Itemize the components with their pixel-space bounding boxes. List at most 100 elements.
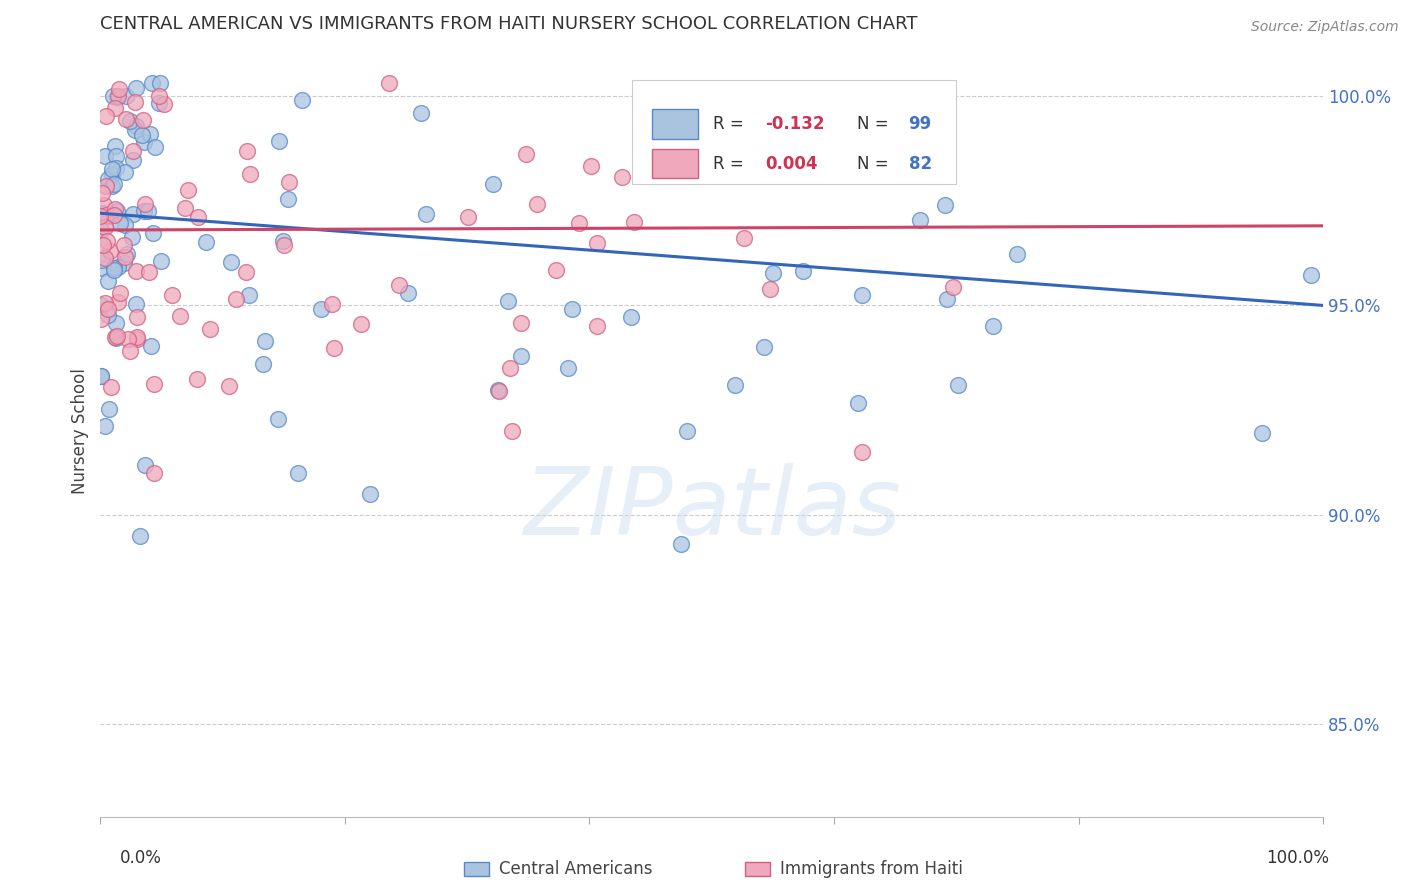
Point (610, 170, 633, 185)
Point (238, 287, 260, 301)
Point (105, 316, 128, 330)
Point (700, 89, 723, 103)
Point (981, 319, 1004, 334)
Point (162, 288, 184, 302)
Point (103, 262, 125, 277)
Point (138, 265, 160, 279)
Point (89, 210, 111, 224)
Point (759, 282, 782, 296)
Point (198, 322, 221, 336)
Point (117, 332, 139, 346)
Point (97, 308, 120, 322)
Point (287, 466, 309, 480)
Point (105, 148, 128, 162)
Point (396, 285, 419, 300)
Point (623, 214, 645, 228)
Point (139, 339, 162, 353)
Point (134, 197, 156, 211)
Point (122, 144, 145, 158)
Point (103, 208, 125, 222)
Point (733, 231, 755, 245)
Text: R =: R = (713, 154, 749, 173)
Point (90, 369, 112, 384)
Point (132, 203, 155, 218)
Point (1299, 268, 1322, 282)
Point (90, 312, 112, 326)
Point (934, 198, 956, 212)
Point (93, 419, 115, 434)
Point (91, 252, 114, 267)
Point (848, 396, 870, 410)
Point (278, 175, 301, 189)
Point (107, 89, 129, 103)
Point (141, 76, 163, 90)
Point (169, 309, 191, 323)
Point (1251, 426, 1274, 441)
Point (675, 424, 697, 438)
Point (585, 235, 607, 250)
Point (323, 341, 346, 355)
Point (94, 296, 117, 310)
Point (91, 260, 114, 275)
Point (526, 197, 548, 211)
Point (148, 88, 170, 103)
Point (122, 153, 145, 167)
Point (125, 296, 148, 310)
Point (112, 238, 135, 252)
Point (219, 254, 242, 268)
Point (104, 139, 127, 153)
Point (96, 178, 118, 193)
Point (103, 261, 125, 276)
Text: 0.004: 0.004 (765, 154, 818, 173)
Point (94, 251, 117, 265)
Point (510, 316, 533, 330)
Point (501, 424, 523, 438)
Point (125, 80, 148, 95)
Point (277, 192, 299, 206)
Point (620, 310, 643, 324)
Point (411, 106, 433, 120)
Point (107, 328, 129, 343)
Text: 99: 99 (908, 115, 932, 133)
Point (121, 230, 143, 244)
Point (415, 207, 437, 221)
Point (105, 90, 128, 104)
Point (267, 411, 290, 425)
Point (101, 89, 124, 103)
Point (101, 167, 124, 181)
Point (104, 202, 127, 216)
Point (273, 234, 295, 248)
Point (498, 293, 520, 308)
Point (236, 145, 259, 159)
Point (90, 298, 112, 312)
Point (510, 349, 533, 363)
Text: N =: N = (858, 115, 894, 133)
Point (108, 82, 131, 96)
Point (115, 89, 138, 103)
Point (132, 112, 155, 127)
Point (936, 293, 959, 307)
Text: -0.132: -0.132 (765, 115, 825, 133)
Point (177, 183, 200, 197)
Text: R =: R = (713, 115, 749, 133)
Point (186, 372, 208, 386)
Point (90, 369, 112, 384)
Point (273, 237, 295, 252)
Point (97, 172, 120, 186)
Point (488, 384, 510, 399)
Point (860, 112, 883, 126)
Point (118, 343, 141, 358)
Point (124, 122, 146, 136)
Point (762, 266, 785, 280)
Point (101, 178, 124, 193)
Point (100, 380, 122, 394)
Point (267, 134, 290, 148)
Point (581, 159, 603, 173)
Point (254, 334, 277, 348)
Y-axis label: Nursery School: Nursery School (72, 368, 89, 494)
Point (93, 198, 115, 212)
Point (105, 161, 128, 176)
Point (671, 537, 693, 551)
Point (309, 302, 332, 317)
Point (149, 76, 172, 90)
